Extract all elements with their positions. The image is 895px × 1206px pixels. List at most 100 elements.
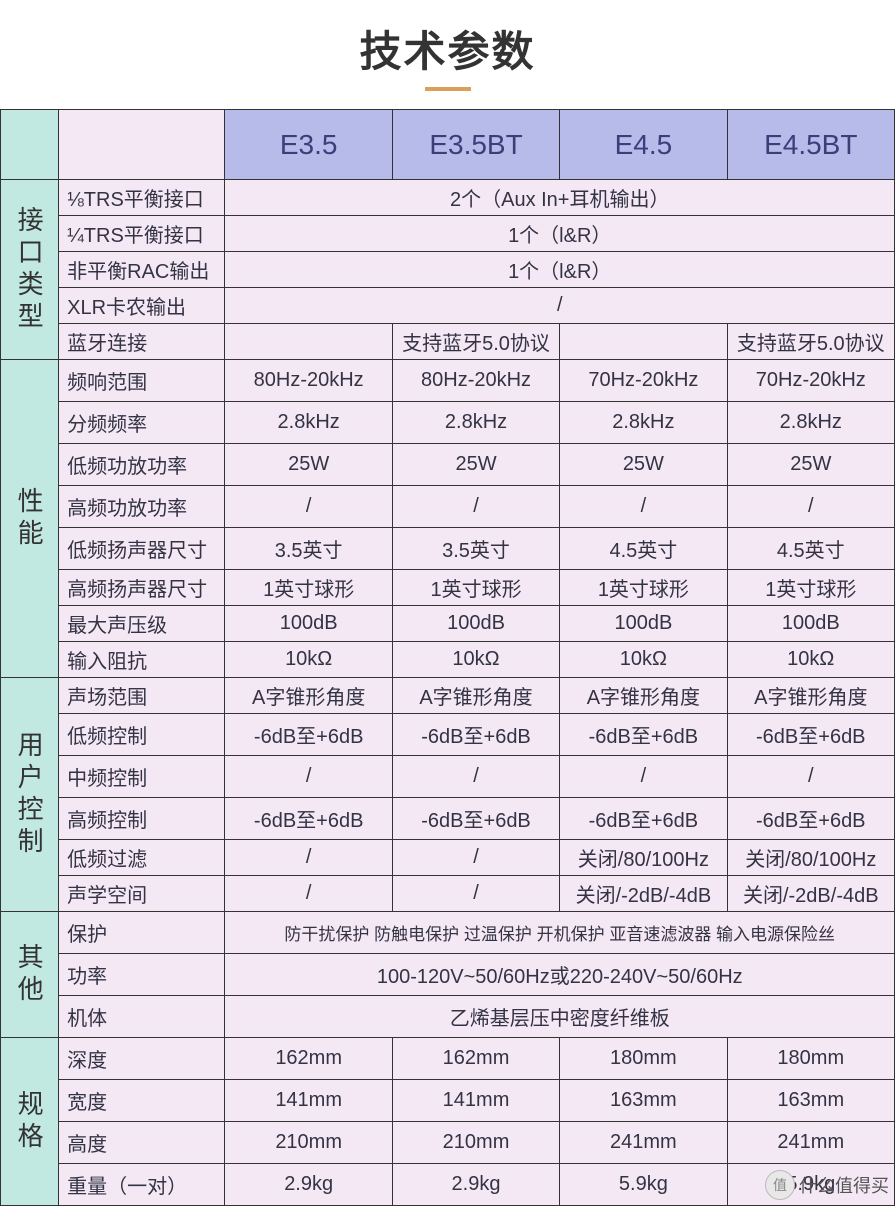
row-value: 25W [560,444,727,486]
row-value: / [225,288,895,324]
page-title: 技术参数 [0,0,895,87]
header-blank-label [59,110,225,180]
title-underline [425,87,471,91]
row-label: 低频功放功率 [59,444,225,486]
section-header: 其他 [1,912,59,1038]
row-label: 保护 [59,912,225,954]
row-label: 蓝牙连接 [59,324,225,360]
row-value: -6dB至+6dB [560,798,727,840]
row-value: / [727,486,894,528]
row-label: ⅛TRS平衡接口 [59,180,225,216]
row-label: 中频控制 [59,756,225,798]
spec-table: E3.5E3.5BTE4.5E4.5BT接口类型⅛TRS平衡接口2个（Aux I… [0,109,895,1206]
row-label: ¼TRS平衡接口 [59,216,225,252]
row-value: A字锥形角度 [392,678,559,714]
row-value: 1英寸球形 [392,570,559,606]
row-value: / [392,486,559,528]
row-value: 100dB [560,606,727,642]
row-value: -6dB至+6dB [392,714,559,756]
row-label: 非平衡RAC输出 [59,252,225,288]
row-label: 功率 [59,954,225,996]
row-value: / [225,486,392,528]
row-label: 低频过滤 [59,840,225,876]
product-header: E3.5BT [392,110,559,180]
row-value: / [560,486,727,528]
row-value: 100dB [392,606,559,642]
row-label: XLR卡农输出 [59,288,225,324]
row-value: 2.8kHz [560,402,727,444]
section-header: 接口类型 [1,180,59,360]
row-value: 210mm [225,1122,392,1164]
row-value: / [560,756,727,798]
row-value: 1英寸球形 [225,570,392,606]
row-label: 低频控制 [59,714,225,756]
row-value: / [225,840,392,876]
row-label: 高频扬声器尺寸 [59,570,225,606]
row-label: 机体 [59,996,225,1038]
row-value: / [392,840,559,876]
row-value: 1个（l&R） [225,252,895,288]
row-value: A字锥形角度 [225,678,392,714]
row-value: 乙烯基层压中密度纤维板 [225,996,895,1038]
row-label: 重量（一对） [59,1164,225,1206]
row-value: 2.8kHz [727,402,894,444]
row-label: 高频功放功率 [59,486,225,528]
row-value: 25W [727,444,894,486]
row-value: 2.9kg [225,1164,392,1206]
row-label: 高频控制 [59,798,225,840]
row-label: 宽度 [59,1080,225,1122]
row-value: / [225,876,392,912]
row-value: 162mm [225,1038,392,1080]
row-label: 声学空间 [59,876,225,912]
row-label: 低频扬声器尺寸 [59,528,225,570]
row-label: 最大声压级 [59,606,225,642]
row-value: A字锥形角度 [560,678,727,714]
row-value: 关闭/-2dB/-4dB [560,876,727,912]
row-value: 3.5英寸 [392,528,559,570]
row-value: / [727,756,894,798]
row-label: 高度 [59,1122,225,1164]
row-value: 1个（l&R） [225,216,895,252]
product-header: E3.5 [225,110,392,180]
row-value: 关闭/-2dB/-4dB [727,876,894,912]
row-value: 25W [392,444,559,486]
row-label: 分频频率 [59,402,225,444]
row-value: 2.8kHz [225,402,392,444]
row-value: 关闭/80/100Hz [727,840,894,876]
row-value: 141mm [392,1080,559,1122]
row-value: 5.9kg [727,1164,894,1206]
row-value: -6dB至+6dB [392,798,559,840]
row-value: 10kΩ [225,642,392,678]
row-value: -6dB至+6dB [560,714,727,756]
row-value [225,324,392,360]
row-value: 10kΩ [727,642,894,678]
row-label: 声场范围 [59,678,225,714]
row-value: 70Hz-20kHz [560,360,727,402]
section-header: 用户控制 [1,678,59,912]
product-header: E4.5BT [727,110,894,180]
row-value: 241mm [727,1122,894,1164]
row-value: 支持蓝牙5.0协议 [392,324,559,360]
row-label: 深度 [59,1038,225,1080]
row-value: / [392,876,559,912]
row-label: 输入阻抗 [59,642,225,678]
row-value: 210mm [392,1122,559,1164]
row-value: 70Hz-20kHz [727,360,894,402]
row-value: 163mm [560,1080,727,1122]
row-value: 防干扰保护 防触电保护 过温保护 开机保护 亚音速滤波器 输入电源保险丝 [225,912,895,954]
row-value: 4.5英寸 [560,528,727,570]
row-value: 80Hz-20kHz [392,360,559,402]
row-value: -6dB至+6dB [727,798,894,840]
row-value: 10kΩ [560,642,727,678]
row-value: 1英寸球形 [560,570,727,606]
row-value: 180mm [727,1038,894,1080]
row-value: A字锥形角度 [727,678,894,714]
row-label: 频响范围 [59,360,225,402]
row-value: 支持蓝牙5.0协议 [727,324,894,360]
row-value: -6dB至+6dB [727,714,894,756]
row-value: 2.9kg [392,1164,559,1206]
section-header: 规格 [1,1038,59,1206]
row-value: 162mm [392,1038,559,1080]
row-value: / [392,756,559,798]
row-value: 100dB [225,606,392,642]
